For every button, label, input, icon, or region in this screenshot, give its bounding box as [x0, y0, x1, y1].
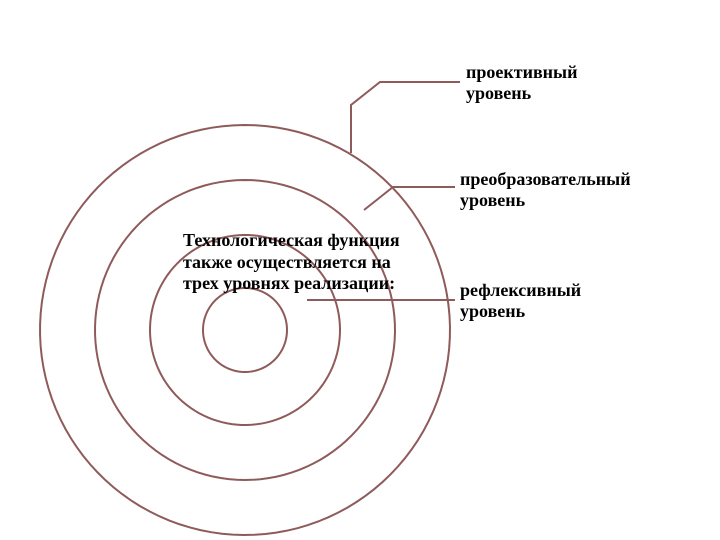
- connector-outer: [351, 82, 460, 153]
- diagram-canvas: Технологическая функция также осуществля…: [0, 0, 720, 540]
- ring-arc: [95, 180, 395, 480]
- ring-arc: [40, 125, 450, 535]
- label-inner: рефлексивный уровень: [460, 280, 581, 321]
- label-middle: преобразовательный уровень: [460, 169, 631, 210]
- ring-arc: [203, 288, 287, 372]
- label-outer: проективный уровень: [466, 62, 577, 103]
- concentric-arcs: [40, 125, 450, 535]
- center-description: Технологическая функция также осуществля…: [183, 230, 463, 295]
